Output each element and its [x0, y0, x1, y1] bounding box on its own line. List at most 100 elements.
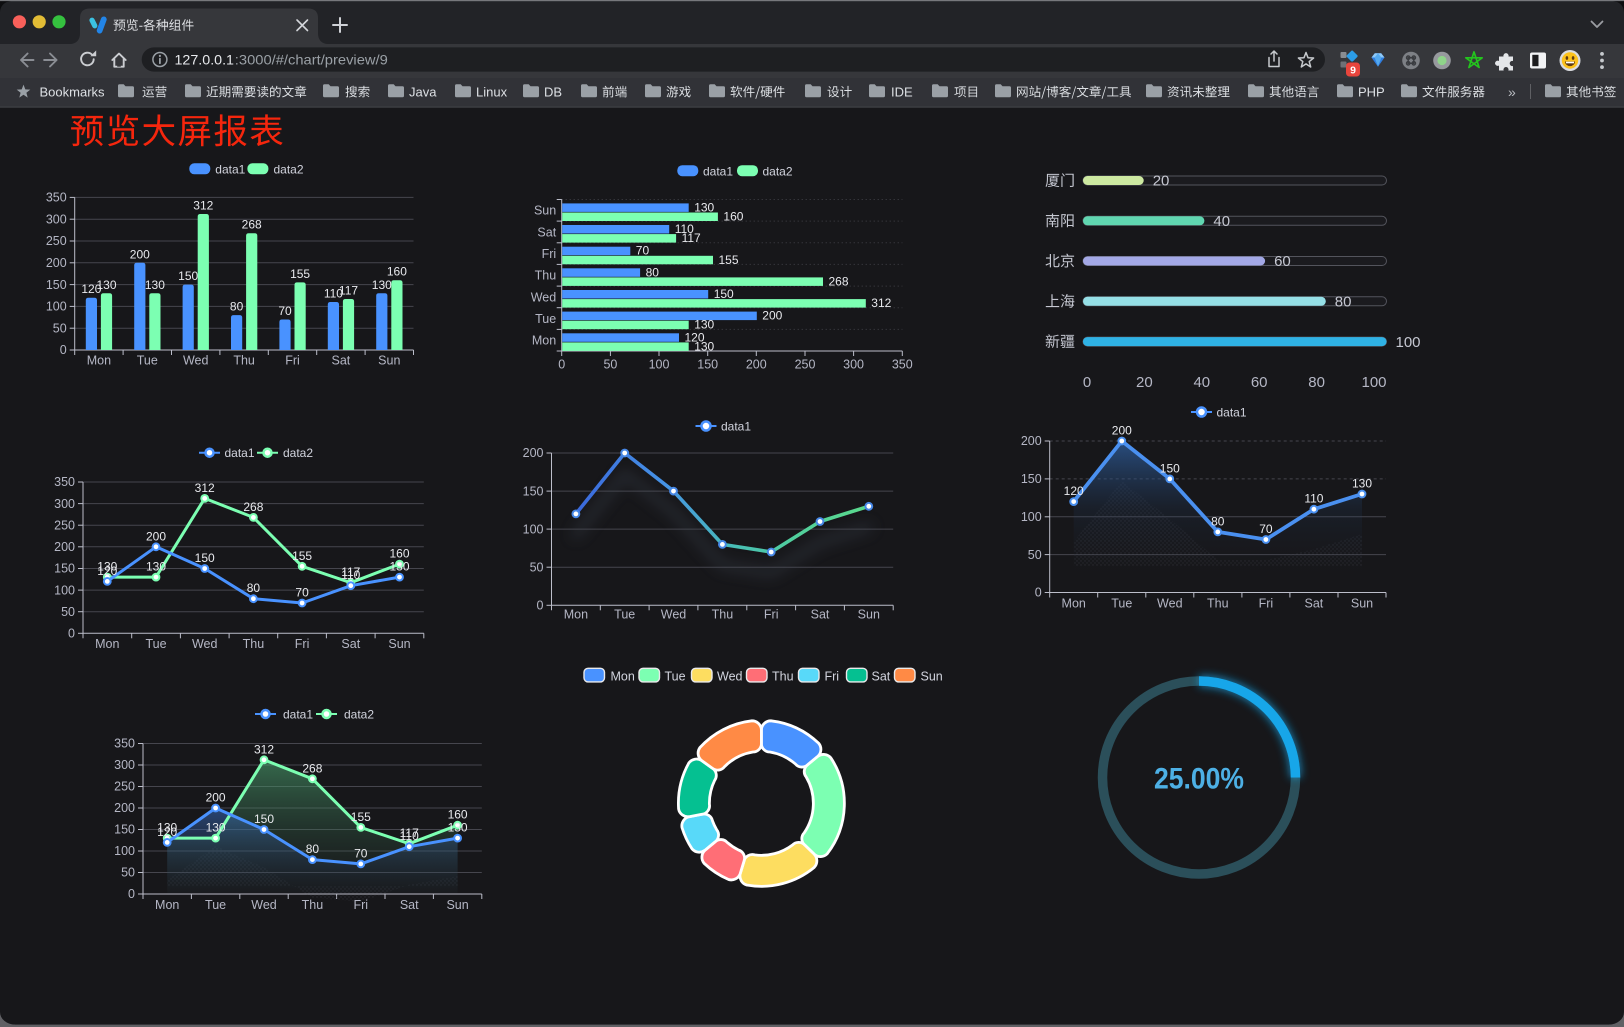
svg-text:Fri: Fri [354, 898, 369, 912]
svg-text:70: 70 [354, 846, 368, 860]
svg-text:312: 312 [871, 296, 891, 310]
svg-text:Sat: Sat [400, 898, 419, 912]
svg-text:100: 100 [1361, 374, 1386, 391]
svg-text:150: 150 [46, 278, 67, 292]
svg-text:130: 130 [448, 821, 468, 835]
svg-text:130: 130 [1352, 477, 1372, 491]
svg-text:50: 50 [1028, 548, 1042, 562]
svg-text:50: 50 [121, 866, 135, 880]
svg-text:Mon: Mon [1062, 597, 1086, 611]
svg-text:110: 110 [341, 568, 360, 582]
svg-text:130: 130 [694, 200, 714, 214]
svg-text:Mon: Mon [532, 334, 556, 348]
svg-text:70: 70 [295, 586, 309, 600]
svg-text:312: 312 [195, 481, 215, 495]
svg-text:130: 130 [96, 278, 116, 292]
svg-text:120: 120 [97, 564, 117, 578]
svg-text:100: 100 [114, 844, 135, 858]
svg-text:Tue: Tue [137, 354, 158, 368]
svg-text:Sun: Sun [388, 637, 410, 651]
svg-text:70: 70 [636, 244, 650, 258]
svg-text:Sat: Sat [537, 225, 556, 239]
svg-text:Wed: Wed [183, 354, 209, 368]
svg-text:80: 80 [1335, 294, 1352, 311]
svg-text:Thu: Thu [1207, 597, 1229, 611]
svg-text:130: 130 [694, 339, 714, 353]
svg-text:0: 0 [1083, 374, 1091, 391]
svg-text:0: 0 [128, 887, 135, 901]
svg-text:Tue: Tue [145, 637, 166, 651]
svg-text:250: 250 [795, 358, 816, 372]
svg-text:Mon: Mon [87, 354, 111, 368]
svg-text:300: 300 [54, 497, 75, 511]
svg-text:350: 350 [114, 737, 135, 751]
svg-text:Mon: Mon [155, 898, 179, 912]
svg-text:25.00%: 25.00% [1154, 763, 1244, 796]
svg-text:0: 0 [68, 627, 75, 641]
svg-text:100: 100 [523, 522, 544, 536]
svg-text:40: 40 [1193, 374, 1210, 391]
svg-text:155: 155 [290, 267, 310, 281]
svg-text:Tue: Tue [665, 670, 686, 684]
svg-text:Bookmarks: Bookmarks [40, 85, 106, 100]
svg-text:150: 150 [54, 562, 75, 576]
svg-text:268: 268 [829, 274, 849, 288]
svg-text:Thu: Thu [772, 670, 794, 684]
svg-text:130: 130 [157, 821, 177, 835]
svg-text:PHP: PHP [1358, 85, 1385, 100]
svg-text:350: 350 [54, 475, 75, 489]
svg-text::3000/#/chart/preview/9: :3000/#/chart/preview/9 [235, 52, 388, 68]
svg-text:Fri: Fri [825, 670, 840, 684]
svg-text:350: 350 [892, 358, 913, 372]
svg-text:155: 155 [292, 549, 312, 563]
svg-text:300: 300 [114, 758, 135, 772]
svg-text:80: 80 [247, 581, 261, 595]
svg-text:100: 100 [1021, 510, 1042, 524]
svg-text:Wed: Wed [531, 290, 557, 304]
svg-text:250: 250 [114, 780, 135, 794]
svg-text:268: 268 [243, 500, 263, 514]
svg-text:Sun: Sun [534, 204, 556, 218]
svg-text:200: 200 [46, 256, 67, 270]
svg-text:200: 200 [746, 358, 767, 372]
svg-text:117: 117 [682, 231, 701, 245]
svg-text:350: 350 [46, 191, 67, 205]
svg-text:Fri: Fri [542, 247, 557, 261]
svg-text:117: 117 [339, 284, 358, 298]
svg-text:80: 80 [1211, 514, 1225, 528]
svg-text:Mon: Mon [564, 608, 588, 622]
svg-text:160: 160 [389, 547, 409, 561]
svg-text:Sat: Sat [1305, 597, 1324, 611]
svg-text:150: 150 [178, 269, 198, 283]
svg-text:Thu: Thu [302, 898, 324, 912]
svg-text:127.0.0.1: 127.0.0.1 [175, 52, 235, 68]
svg-text:50: 50 [61, 605, 75, 619]
svg-text:160: 160 [387, 265, 407, 279]
svg-text:0: 0 [1035, 586, 1042, 600]
svg-text:Sat: Sat [811, 608, 830, 622]
svg-text:Tue: Tue [205, 898, 226, 912]
svg-text:data1: data1 [283, 707, 313, 721]
svg-text:Wed: Wed [717, 670, 743, 684]
svg-text:200: 200 [146, 529, 166, 543]
svg-text:0: 0 [537, 599, 544, 613]
svg-text:Sun: Sun [858, 608, 880, 622]
svg-text:20: 20 [1136, 374, 1153, 391]
svg-text:70: 70 [278, 304, 292, 318]
svg-text:»: » [1508, 84, 1516, 100]
svg-text:100: 100 [649, 358, 670, 372]
svg-text:Thu: Thu [712, 608, 734, 622]
svg-text:110: 110 [324, 287, 343, 301]
svg-text:268: 268 [302, 761, 322, 775]
svg-text:155: 155 [351, 810, 371, 824]
svg-text:data1: data1 [225, 446, 255, 460]
svg-text:Wed: Wed [1157, 597, 1183, 611]
svg-text:155: 155 [719, 253, 739, 267]
svg-text:data2: data2 [283, 446, 313, 460]
svg-text:Sat: Sat [332, 354, 351, 368]
svg-text:20: 20 [1153, 173, 1170, 190]
svg-text:300: 300 [46, 212, 67, 226]
svg-text:117: 117 [341, 565, 360, 579]
svg-text:130: 130 [389, 560, 409, 574]
svg-text:200: 200 [1112, 424, 1132, 438]
